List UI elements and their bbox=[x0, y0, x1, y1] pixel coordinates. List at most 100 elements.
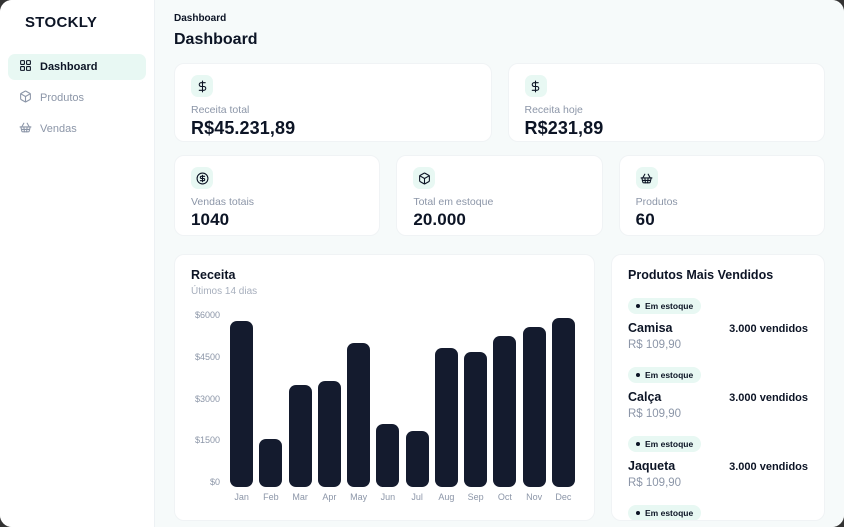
stat-label: Produtos bbox=[635, 196, 678, 208]
layout-grid-icon bbox=[19, 59, 32, 75]
stock-badge-label: Em estoque bbox=[645, 439, 694, 449]
bar-apr[interactable] bbox=[317, 381, 341, 487]
dot-icon bbox=[636, 304, 640, 308]
stat-label: Total em estoque bbox=[413, 196, 494, 208]
bar-column-nov bbox=[520, 311, 549, 487]
stat-card-vendas-totais: Vendas totais 1040 bbox=[174, 155, 381, 236]
x-tick-label: Nov bbox=[526, 492, 543, 502]
chart-title: Receita bbox=[191, 268, 236, 282]
bar-column-jul bbox=[403, 311, 432, 487]
basket-icon bbox=[19, 121, 32, 137]
bar-column-mar bbox=[286, 311, 315, 487]
x-tick-label: Mar bbox=[292, 492, 308, 502]
bar-column-sep bbox=[461, 311, 490, 487]
stat-row-1: Receita total R$45.231,89 Receita hoje R… bbox=[174, 63, 825, 142]
bars-area bbox=[227, 311, 578, 487]
bar-dec[interactable] bbox=[551, 317, 575, 487]
product-sold: 3.000 vendidos bbox=[729, 323, 808, 335]
stat-row-2: Vendas totais 1040 Total em estoque 20.0… bbox=[174, 155, 825, 236]
product-name: Camisa bbox=[628, 321, 673, 335]
y-tick-label: $4500 bbox=[194, 351, 220, 362]
bar-sep[interactable] bbox=[464, 352, 488, 487]
bar-mar[interactable] bbox=[288, 385, 312, 487]
top-products-title: Produtos Mais Vendidos bbox=[628, 268, 774, 282]
x-tick-label: Feb bbox=[263, 492, 279, 502]
package-icon bbox=[413, 167, 436, 189]
bar-column-apr bbox=[315, 311, 344, 487]
product-sold: 3.000 vendidos bbox=[729, 392, 808, 404]
sidebar-item-label: Vendas bbox=[40, 123, 77, 135]
stock-badge: Em estoque bbox=[628, 298, 702, 314]
bar-jan[interactable] bbox=[230, 321, 254, 487]
x-tick-label: Jan bbox=[234, 492, 249, 502]
stock-badge-label: Em estoque bbox=[645, 301, 694, 311]
sidebar: STOCKLY Dashboard Produtos Vendas bbox=[0, 0, 155, 527]
product-price: R$ 109,90 bbox=[628, 339, 682, 351]
dot-icon bbox=[636, 373, 640, 377]
dot-icon bbox=[636, 511, 640, 515]
top-products-card: Produtos Mais Vendidos Em estoque Camisa… bbox=[611, 254, 825, 521]
revenue-chart-card: Receita Útimos 14 dias $6000 $4500 $3000 $1… bbox=[174, 254, 595, 521]
x-tick-label: May bbox=[350, 492, 368, 502]
stat-card-total-estoque: Total em estoque 20.000 bbox=[396, 155, 603, 236]
main-content: Dashboard Dashboard Receita total R$45.2… bbox=[155, 0, 844, 527]
product-sold: 3.000 vendidos bbox=[729, 461, 808, 473]
bar-column-feb bbox=[256, 311, 285, 487]
sidebar-nav: Dashboard Produtos Vendas bbox=[0, 54, 154, 142]
bar-column-jan bbox=[227, 311, 256, 487]
product-row: Camisa 3.000 vendidos bbox=[628, 321, 808, 335]
bar-jul[interactable] bbox=[405, 430, 429, 487]
sidebar-item-produtos[interactable]: Produtos bbox=[8, 85, 146, 111]
sidebar-item-label: Produtos bbox=[40, 92, 85, 104]
product-item-jaqueta: Em estoque Jaqueta 3.000 vendidos R$ 109… bbox=[628, 433, 808, 489]
bar-aug[interactable] bbox=[434, 348, 458, 487]
bar-nov[interactable] bbox=[522, 327, 546, 487]
chart-subtitle: Útimos 14 dias bbox=[191, 286, 258, 297]
y-tick-label: $3000 bbox=[194, 393, 220, 404]
stat-value: 60 bbox=[635, 210, 655, 229]
package-icon bbox=[19, 90, 32, 106]
basket-icon bbox=[635, 167, 658, 189]
circle-dollar-icon bbox=[191, 167, 213, 189]
stat-label: Vendas totais bbox=[191, 196, 255, 208]
product-item-camisa: Em estoque Camisa 3.000 vendidos R$ 109,… bbox=[628, 295, 808, 351]
y-tick-label: $0 bbox=[209, 477, 220, 487]
x-tick-label: Sep bbox=[467, 492, 484, 502]
sidebar-item-dashboard[interactable]: Dashboard bbox=[8, 54, 146, 80]
sidebar-item-label: Dashboard bbox=[40, 61, 98, 73]
stat-label: Receita total bbox=[191, 104, 250, 116]
page-title: Dashboard bbox=[174, 31, 258, 48]
stat-card-receita-total: Receita total R$45.231,89 bbox=[174, 63, 492, 142]
app-logo: STOCKLY bbox=[25, 14, 98, 31]
stock-badge-label: Em estoque bbox=[645, 508, 694, 518]
dot-icon bbox=[636, 442, 640, 446]
stock-badge: Em estoque bbox=[628, 367, 702, 383]
stock-badge-label: Em estoque bbox=[645, 370, 694, 380]
bar-may[interactable] bbox=[347, 342, 371, 487]
product-price: R$ 109,90 bbox=[628, 477, 682, 489]
y-tick-label: $6000 bbox=[194, 310, 220, 320]
stat-card-receita-hoje: Receita hoje R$231,89 bbox=[507, 63, 825, 142]
x-tick-label: Jun bbox=[380, 492, 396, 502]
breadcrumb: Dashboard bbox=[174, 13, 227, 24]
stock-badge: Em estoque bbox=[628, 505, 702, 520]
stat-value: R$231,89 bbox=[524, 118, 604, 138]
product-item-calca: Em estoque Calça 3.000 vendidos R$ 109,9… bbox=[628, 364, 808, 420]
y-axis: $6000 $4500 $3000 $1500 $0 bbox=[191, 311, 220, 487]
bar-jun[interactable] bbox=[376, 423, 400, 487]
product-row: Jaqueta 3.000 vendidos bbox=[628, 459, 808, 473]
bar-feb[interactable] bbox=[259, 439, 283, 487]
bar-column-oct bbox=[490, 311, 519, 487]
product-name: Calça bbox=[628, 390, 662, 404]
bar-column-aug bbox=[432, 311, 461, 487]
sidebar-item-vendas[interactable]: Vendas bbox=[8, 116, 146, 142]
stat-card-produtos: Produtos 60 bbox=[618, 155, 825, 236]
product-row: Calça 3.000 vendidos bbox=[628, 390, 808, 404]
x-tick-label: Dec bbox=[555, 492, 572, 502]
x-axis: Jan Feb Mar Apr May Jun Jul Aug Sep Oct Nov Dec bbox=[227, 492, 578, 502]
stock-badge: Em estoque bbox=[628, 436, 702, 452]
bar-oct[interactable] bbox=[493, 336, 517, 487]
x-tick-label: Apr bbox=[322, 492, 337, 502]
x-tick-label: Aug bbox=[438, 492, 455, 502]
